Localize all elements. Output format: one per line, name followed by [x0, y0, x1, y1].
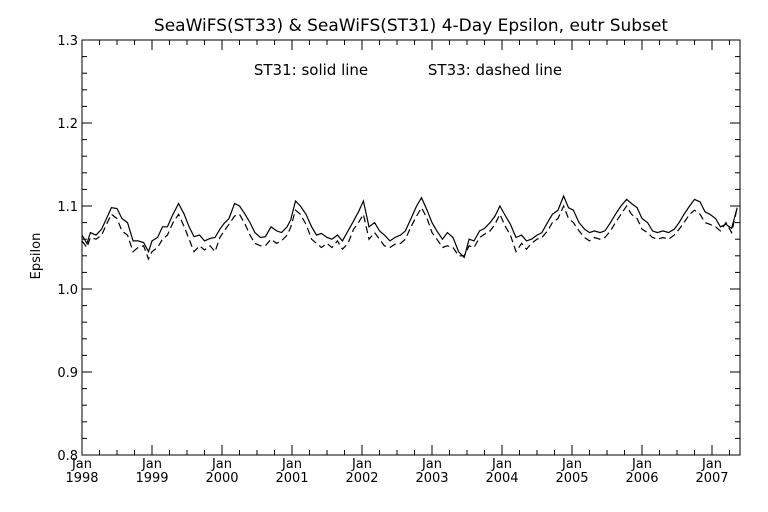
x-tick-year-label: 2003 — [415, 471, 448, 486]
x-tick-month-label: Jan — [351, 457, 372, 472]
x-tick-year-label: 2005 — [555, 471, 588, 486]
legend-solid-annotation: ST31: solid line — [254, 61, 368, 79]
y-tick-label: 1.2 — [57, 117, 78, 132]
x-tick-year-label: 2002 — [345, 471, 378, 486]
x-tick-year-label: 2006 — [625, 471, 658, 486]
series-line-st31 — [81, 194, 738, 259]
x-tick-month-label: Jan — [421, 457, 442, 472]
x-tick-month-label: Jan — [491, 457, 512, 472]
y-tick-label: 1.3 — [57, 34, 78, 49]
x-tick-year-label: 1998 — [65, 471, 98, 486]
chart-title: SeaWiFS(ST33) & SeaWiFS(ST31) 4-Day Epsi… — [154, 16, 669, 36]
y-tick-label: 0.9 — [57, 366, 78, 381]
axes-layer: 0.80.91.01.11.21.3Jan1998Jan1999Jan2000J… — [57, 34, 740, 486]
x-tick-month-label: Jan — [631, 457, 652, 472]
x-tick-month-label: Jan — [701, 457, 722, 472]
x-tick-year-label: 1999 — [135, 471, 168, 486]
series-layer — [81, 194, 738, 261]
x-tick-year-label: 2001 — [275, 471, 308, 486]
x-tick-month-label: Jan — [281, 457, 302, 472]
x-tick-month-label: Jan — [211, 457, 232, 472]
x-tick-month-label: Jan — [71, 457, 92, 472]
x-tick-year-label: 2007 — [695, 471, 728, 486]
x-tick-month-label: Jan — [561, 457, 582, 472]
y-tick-label: 1.0 — [57, 283, 78, 298]
y-tick-label: 1.1 — [57, 200, 78, 215]
y-tick-label: 0.8 — [57, 449, 78, 464]
x-tick-month-label: Jan — [141, 457, 162, 472]
x-tick-year-label: 2004 — [485, 471, 518, 486]
legend-dashed-annotation: ST33: dashed line — [428, 61, 562, 79]
x-tick-year-label: 2000 — [205, 471, 238, 486]
series-line-st33 — [81, 204, 738, 261]
y-axis-label: Epsilon — [29, 233, 44, 280]
plot-frame — [81, 39, 741, 456]
